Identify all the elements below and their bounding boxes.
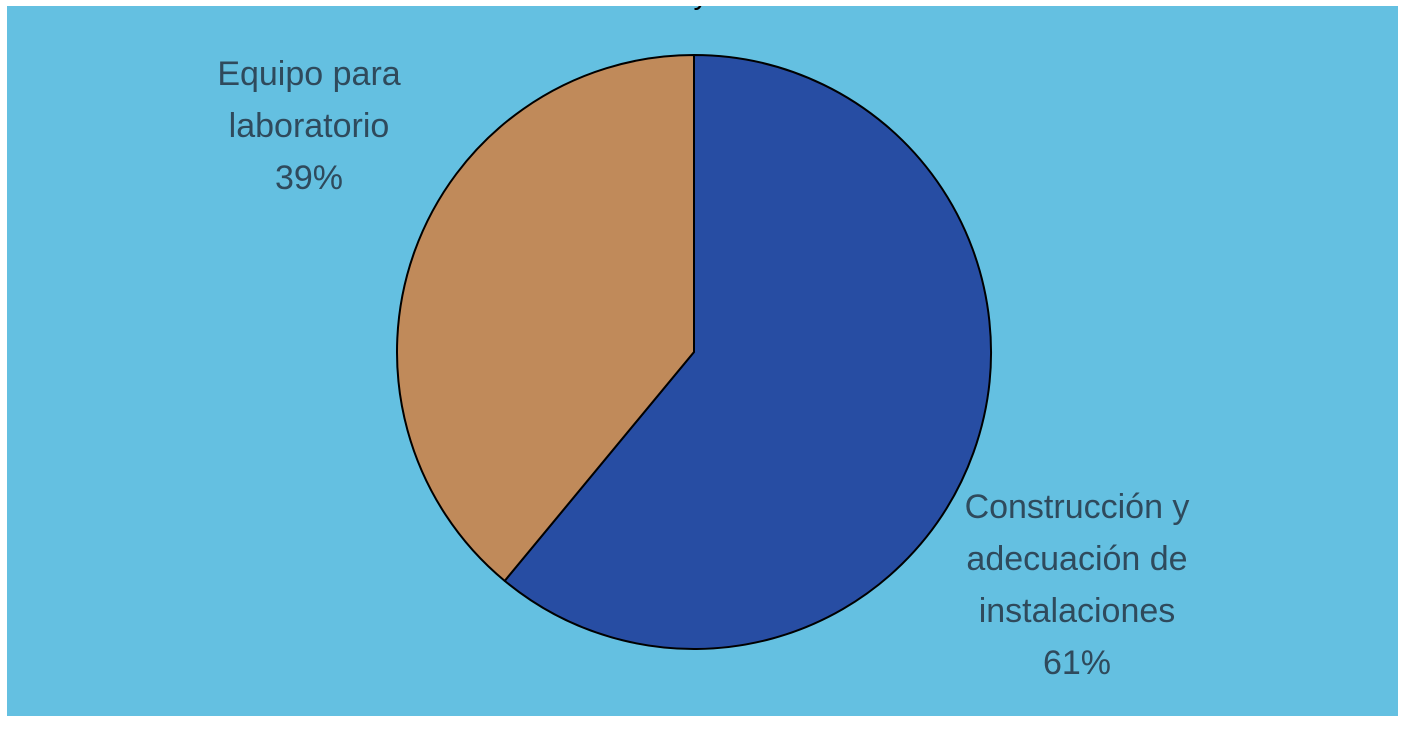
chart-title-fragment: y <box>694 6 709 11</box>
slice-label-line: adecuación de <box>966 540 1187 578</box>
slice-label-1: Equipo para laboratorio 39% <box>217 55 400 197</box>
pie-chart: y Construcción y adecuación de instalacion… <box>7 6 1398 716</box>
pie-slices <box>396 54 992 650</box>
slice-label-0: Construcción y adecuación de instalaciones… <box>965 488 1190 682</box>
slice-labels: Construcción y adecuación de instalaciones… <box>217 55 1189 682</box>
slice-label-line: 39% <box>275 159 343 197</box>
slice-label-line: Equipo para <box>217 55 400 93</box>
slice-label-line: Construcción y <box>965 488 1190 526</box>
pie-slice-0 <box>503 54 992 650</box>
slice-label-line: instalaciones <box>979 592 1176 630</box>
pie-slice-1 <box>396 54 695 582</box>
slice-label-line: 61% <box>1043 644 1111 682</box>
chart-area: y Construcción y adecuación de instalacion… <box>7 6 1398 716</box>
slice-label-line: laboratorio <box>229 107 390 145</box>
